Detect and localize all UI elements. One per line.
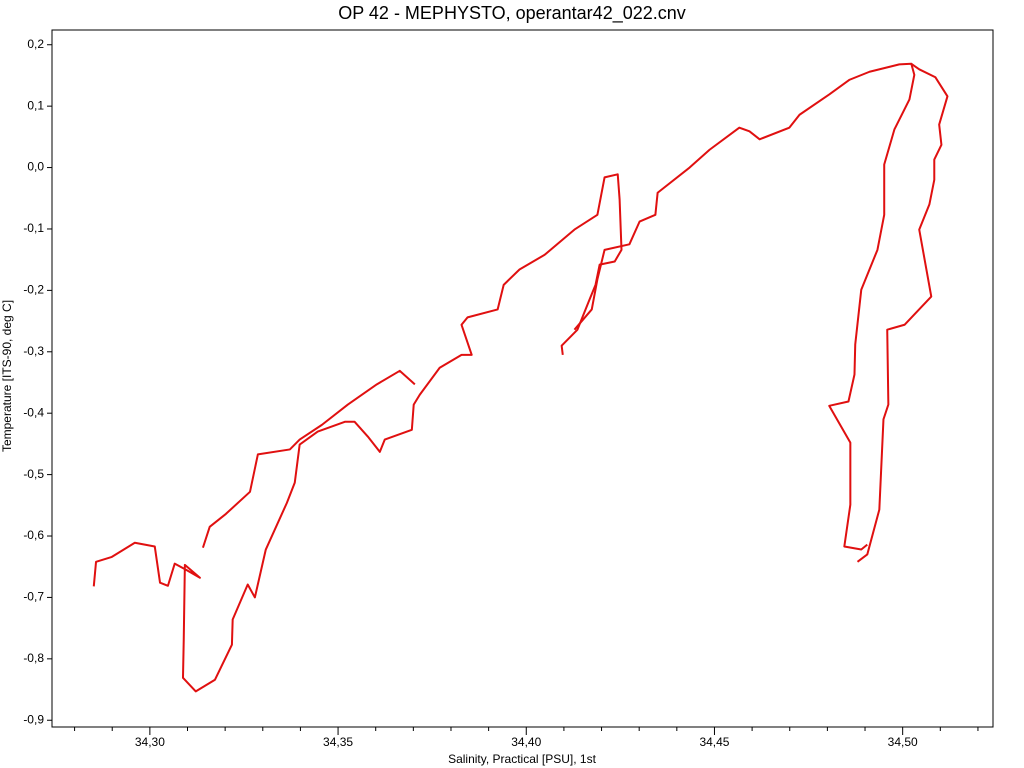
y-axis-label: Temperature [ITS-90, deg C]: [0, 300, 14, 452]
plot-frame: [51, 29, 994, 728]
y-tick-label: -0,2: [23, 283, 44, 297]
x-tick-label: 34,50: [888, 735, 918, 749]
y-tick-label: -0,3: [23, 344, 44, 358]
y-tick-label: 0,2: [27, 37, 44, 51]
x-tick-label: 34,40: [511, 735, 541, 749]
data-line: [201, 369, 416, 548]
y-tick-label: -0,5: [23, 467, 44, 481]
y-tick-label: -0,1: [23, 221, 44, 235]
data-line: [92, 173, 623, 693]
y-tick-label: -0,8: [23, 651, 44, 665]
y-tick-label: 0,0: [27, 160, 44, 174]
data-line: [856, 62, 949, 563]
chart-title: OP 42 - MEPHYSTO, operantar42_022.cnv: [338, 3, 686, 24]
x-tick-label: 34,30: [135, 735, 165, 749]
data-line: [573, 62, 916, 551]
x-tick-label: 34,35: [323, 735, 353, 749]
x-axis-label: Salinity, Practical [PSU], 1st: [448, 752, 596, 766]
y-tick-label: -0,7: [23, 590, 44, 604]
y-tick-label: -0,4: [23, 405, 44, 419]
y-tick-label: 0,1: [27, 98, 44, 112]
x-tick-label: 34,45: [699, 735, 729, 749]
y-tick-label: -0,9: [23, 712, 44, 726]
y-tick-label: -0,6: [23, 528, 44, 542]
